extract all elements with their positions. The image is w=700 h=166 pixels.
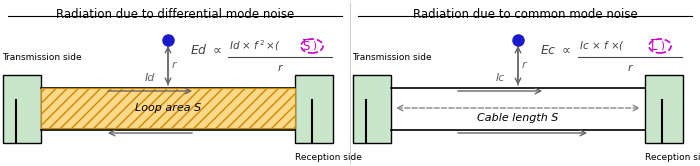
Bar bbox=[3, 75, 41, 143]
Text: Loop area S: Loop area S bbox=[135, 103, 201, 113]
Text: ): ) bbox=[312, 41, 316, 51]
Text: Id: Id bbox=[145, 73, 155, 83]
Bar bbox=[645, 75, 683, 143]
Text: r: r bbox=[522, 60, 526, 70]
Text: Ec $\propto$: Ec $\propto$ bbox=[540, 43, 570, 56]
Text: Id $\times$ f$\,^2\!$ $\times$(: Id $\times$ f$\,^2\!$ $\times$( bbox=[229, 39, 281, 53]
Bar bbox=[41, 88, 295, 128]
Text: Transmission side: Transmission side bbox=[2, 53, 82, 63]
Text: r: r bbox=[172, 60, 176, 70]
Text: Transmission side: Transmission side bbox=[352, 53, 432, 63]
Text: Reception side: Reception side bbox=[295, 154, 362, 163]
Text: Cable length S: Cable length S bbox=[477, 113, 559, 123]
Text: r: r bbox=[628, 63, 632, 73]
Bar bbox=[295, 75, 333, 143]
Text: Ed $\propto$: Ed $\propto$ bbox=[190, 43, 222, 57]
Bar bbox=[353, 75, 391, 143]
Text: Ic $\times$ f $\times$(: Ic $\times$ f $\times$( bbox=[579, 40, 625, 52]
Text: ): ) bbox=[660, 41, 664, 51]
Text: $\overline{\rm L}$: $\overline{\rm L}$ bbox=[650, 38, 659, 54]
Text: Radiation due to differential mode noise: Radiation due to differential mode noise bbox=[56, 8, 294, 21]
Text: $\overline{\rm S}$: $\overline{\rm S}$ bbox=[302, 38, 312, 54]
Text: Reception side: Reception side bbox=[645, 154, 700, 163]
Text: Radiation due to common mode noise: Radiation due to common mode noise bbox=[412, 8, 638, 21]
Text: Ic: Ic bbox=[496, 73, 505, 83]
Text: r: r bbox=[278, 63, 282, 73]
